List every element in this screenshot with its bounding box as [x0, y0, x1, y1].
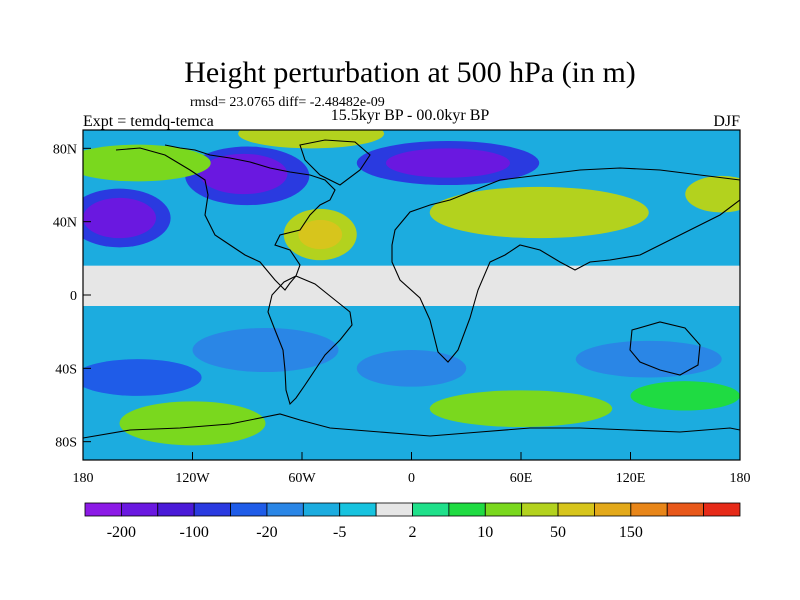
colorbar-label: 150: [619, 524, 643, 541]
coastlines: [83, 139, 740, 439]
field-anomaly-13: [83, 359, 202, 396]
field-anomaly-1: [83, 197, 156, 239]
colorbar-label: -200: [107, 524, 136, 541]
height-field: [83, 130, 740, 460]
colorbar-swatch: [521, 502, 559, 517]
x-tick-label: 60W: [288, 471, 316, 486]
coast-north-america: [115, 144, 336, 291]
field-anomaly-17: [429, 390, 613, 427]
season-label: DJF: [713, 113, 740, 130]
y-tick-label: 40S: [55, 362, 77, 377]
field-anomaly-16: [119, 401, 266, 446]
field-anomaly-11: [685, 175, 740, 213]
field-anomaly-18: [630, 381, 740, 411]
colorbar-label: -5: [333, 524, 346, 541]
coast-australia: [629, 321, 701, 376]
colorbar-swatch: [594, 502, 632, 517]
colorbar-swatch: [157, 502, 195, 517]
field-anomaly-7: [238, 130, 385, 149]
y-tick-label: 80S: [55, 436, 77, 451]
colorbar-swatch: [339, 502, 377, 517]
x-tick-label: 180: [73, 471, 94, 486]
colorbar-swatch: [302, 502, 341, 517]
colorbar-label: 50: [550, 524, 566, 541]
colorbar-swatch: [375, 502, 413, 517]
colorbar-swatch: [630, 502, 668, 517]
x-tick-label: 0: [408, 471, 415, 486]
coast-antarctica: [83, 413, 740, 439]
coast-south-america: [267, 275, 353, 406]
period-label: 15.5kyr BP - 00.0kyr BP: [331, 107, 490, 124]
colorbar-swatch: [703, 502, 741, 517]
field-equatorial-band: [83, 265, 740, 306]
field-anomaly-12: [192, 328, 339, 372]
colorbar-labels: -200 -100 -20 -5 2 10 50 150: [107, 524, 643, 541]
colorbar-label: -20: [256, 524, 277, 541]
colorbar-swatch: [412, 502, 450, 517]
colorbar-swatch: [84, 502, 122, 517]
y-tick-label: 40N: [53, 216, 77, 231]
y-tick-label: 80N: [53, 142, 77, 157]
colorbar-swatch: [557, 502, 595, 517]
y-tick-label: 0: [70, 289, 77, 304]
colorbar-swatch: [230, 502, 268, 517]
colorbar-swatch: [266, 502, 304, 517]
field-anomaly-6: [83, 144, 211, 182]
colorbar-label: 2: [409, 524, 417, 541]
colorbar-swatch: [120, 502, 159, 517]
x-tick-label: 180: [730, 471, 751, 486]
longitude-axis: 180 120W 60W 0 60E 120E 180: [73, 452, 751, 486]
colorbar-swatch: [448, 502, 486, 517]
x-tick-label: 120W: [175, 471, 210, 486]
stats-line: rmsd= 23.0765 diff= -2.48482e-09: [190, 95, 385, 110]
x-tick-label: 120E: [616, 471, 646, 486]
field-anomaly-5: [385, 148, 511, 178]
experiment-label: Expt = temdq-temca: [83, 113, 214, 130]
colorbar: [84, 502, 741, 517]
colorbar-swatch: [193, 502, 231, 517]
colorbar-label: 10: [477, 524, 493, 541]
field-anomaly-3: [199, 153, 288, 195]
field-anomaly-14: [356, 350, 467, 387]
field-anomaly-9: [298, 219, 343, 250]
coast-greenland: [299, 139, 371, 186]
field-anomaly-15: [575, 340, 722, 378]
coast-africa-eurasia: [391, 167, 740, 363]
colorbar-swatch: [666, 502, 705, 517]
figure-title: Height perturbation at 500 hPa (in m): [184, 56, 636, 89]
colorbar-swatch: [484, 502, 523, 517]
colorbar-label: -100: [180, 524, 209, 541]
latitude-axis: 80N 40N 0 40S 80S: [53, 142, 91, 451]
field-anomaly-10: [429, 186, 649, 239]
x-tick-label: 60E: [510, 471, 533, 486]
